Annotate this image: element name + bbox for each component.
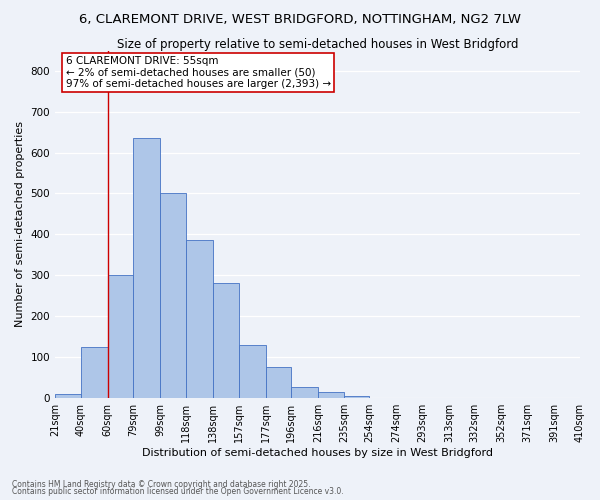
Bar (80, 346, 107, 398)
Bar (266, 367, 291, 398)
Bar (318, 392, 344, 398)
Text: Contains HM Land Registry data © Crown copyright and database right 2025.: Contains HM Land Registry data © Crown c… (12, 480, 311, 489)
Title: Size of property relative to semi-detached houses in West Bridgford: Size of property relative to semi-detach… (117, 38, 518, 51)
Bar (107, 275, 133, 398)
Bar (160, 194, 186, 398)
Bar (291, 388, 318, 398)
Bar (344, 396, 370, 398)
Bar (133, 138, 160, 398)
Text: 6, CLAREMONT DRIVE, WEST BRIDGFORD, NOTTINGHAM, NG2 7LW: 6, CLAREMONT DRIVE, WEST BRIDGFORD, NOTT… (79, 12, 521, 26)
Text: Contains public sector information licensed under the Open Government Licence v3: Contains public sector information licen… (12, 487, 344, 496)
Bar (55, 394, 80, 398)
Y-axis label: Number of semi-detached properties: Number of semi-detached properties (15, 121, 25, 327)
X-axis label: Distribution of semi-detached houses by size in West Bridgford: Distribution of semi-detached houses by … (142, 448, 493, 458)
Bar (213, 284, 239, 398)
Bar (239, 344, 266, 398)
Bar (186, 240, 213, 398)
Text: 6 CLAREMONT DRIVE: 55sqm
← 2% of semi-detached houses are smaller (50)
97% of se: 6 CLAREMONT DRIVE: 55sqm ← 2% of semi-de… (65, 56, 331, 89)
